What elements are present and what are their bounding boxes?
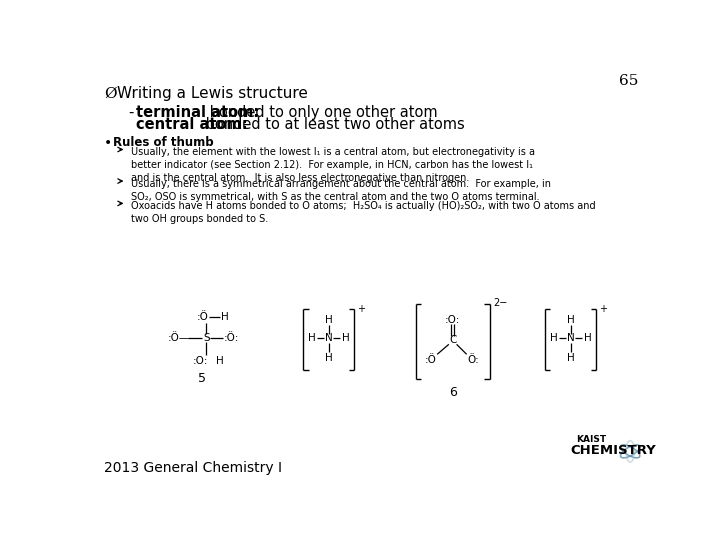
Text: Usually, there is a symmetrical arrangement about the central atom.  For example: Usually, there is a symmetrical arrangem… bbox=[131, 179, 551, 201]
Text: H: H bbox=[307, 333, 315, 343]
Text: H: H bbox=[567, 315, 575, 325]
Text: +: + bbox=[357, 304, 365, 314]
Text: -: - bbox=[129, 105, 139, 120]
Text: H: H bbox=[584, 333, 591, 343]
Text: :O:: :O: bbox=[192, 356, 208, 366]
Text: H: H bbox=[325, 353, 333, 363]
Text: Writing a Lewis structure: Writing a Lewis structure bbox=[117, 86, 308, 102]
Text: N: N bbox=[325, 333, 333, 343]
Text: +: + bbox=[599, 304, 607, 314]
Text: :Ö: :Ö bbox=[197, 312, 208, 322]
Text: H: H bbox=[567, 353, 575, 363]
Text: N: N bbox=[567, 333, 575, 343]
Text: :Ö: :Ö bbox=[425, 355, 437, 366]
Text: 5: 5 bbox=[199, 372, 207, 384]
Text: bonded to at least two other atoms: bonded to at least two other atoms bbox=[201, 117, 464, 132]
Text: terminal atom:: terminal atom: bbox=[137, 105, 260, 120]
Text: Rules of thumb: Rules of thumb bbox=[113, 136, 214, 148]
Text: :Ö:: :Ö: bbox=[223, 333, 239, 343]
Text: Usually, the element with the lowest I₁ is a central atom, but electronegativity: Usually, the element with the lowest I₁ … bbox=[131, 147, 535, 183]
Text: 65: 65 bbox=[619, 74, 639, 88]
Text: 2−: 2− bbox=[493, 299, 508, 308]
Text: Ö:: Ö: bbox=[467, 355, 479, 366]
Text: C: C bbox=[449, 335, 456, 346]
Text: CHEMISTRY: CHEMISTRY bbox=[570, 444, 656, 457]
Text: H: H bbox=[342, 333, 350, 343]
Text: •: • bbox=[104, 136, 112, 150]
Text: H: H bbox=[549, 333, 557, 343]
Text: S: S bbox=[203, 333, 210, 343]
Text: H: H bbox=[221, 312, 229, 322]
Text: central atom:: central atom: bbox=[137, 117, 248, 132]
Text: :Ö—: :Ö— bbox=[168, 333, 190, 343]
Text: bonded to only one other atom: bonded to only one other atom bbox=[204, 105, 437, 120]
Text: H: H bbox=[325, 315, 333, 325]
Text: 6: 6 bbox=[449, 386, 456, 399]
Text: H: H bbox=[216, 356, 224, 366]
Text: Oxoacids have H atoms bonded to O atoms;  H₂SO₄ is actually (HO)₂SO₂, with two O: Oxoacids have H atoms bonded to O atoms;… bbox=[131, 201, 595, 224]
Text: :O:: :O: bbox=[445, 315, 460, 326]
Text: KAIST: KAIST bbox=[576, 435, 606, 444]
Text: Ø: Ø bbox=[104, 86, 117, 100]
Text: 2013 General Chemistry I: 2013 General Chemistry I bbox=[104, 461, 282, 475]
